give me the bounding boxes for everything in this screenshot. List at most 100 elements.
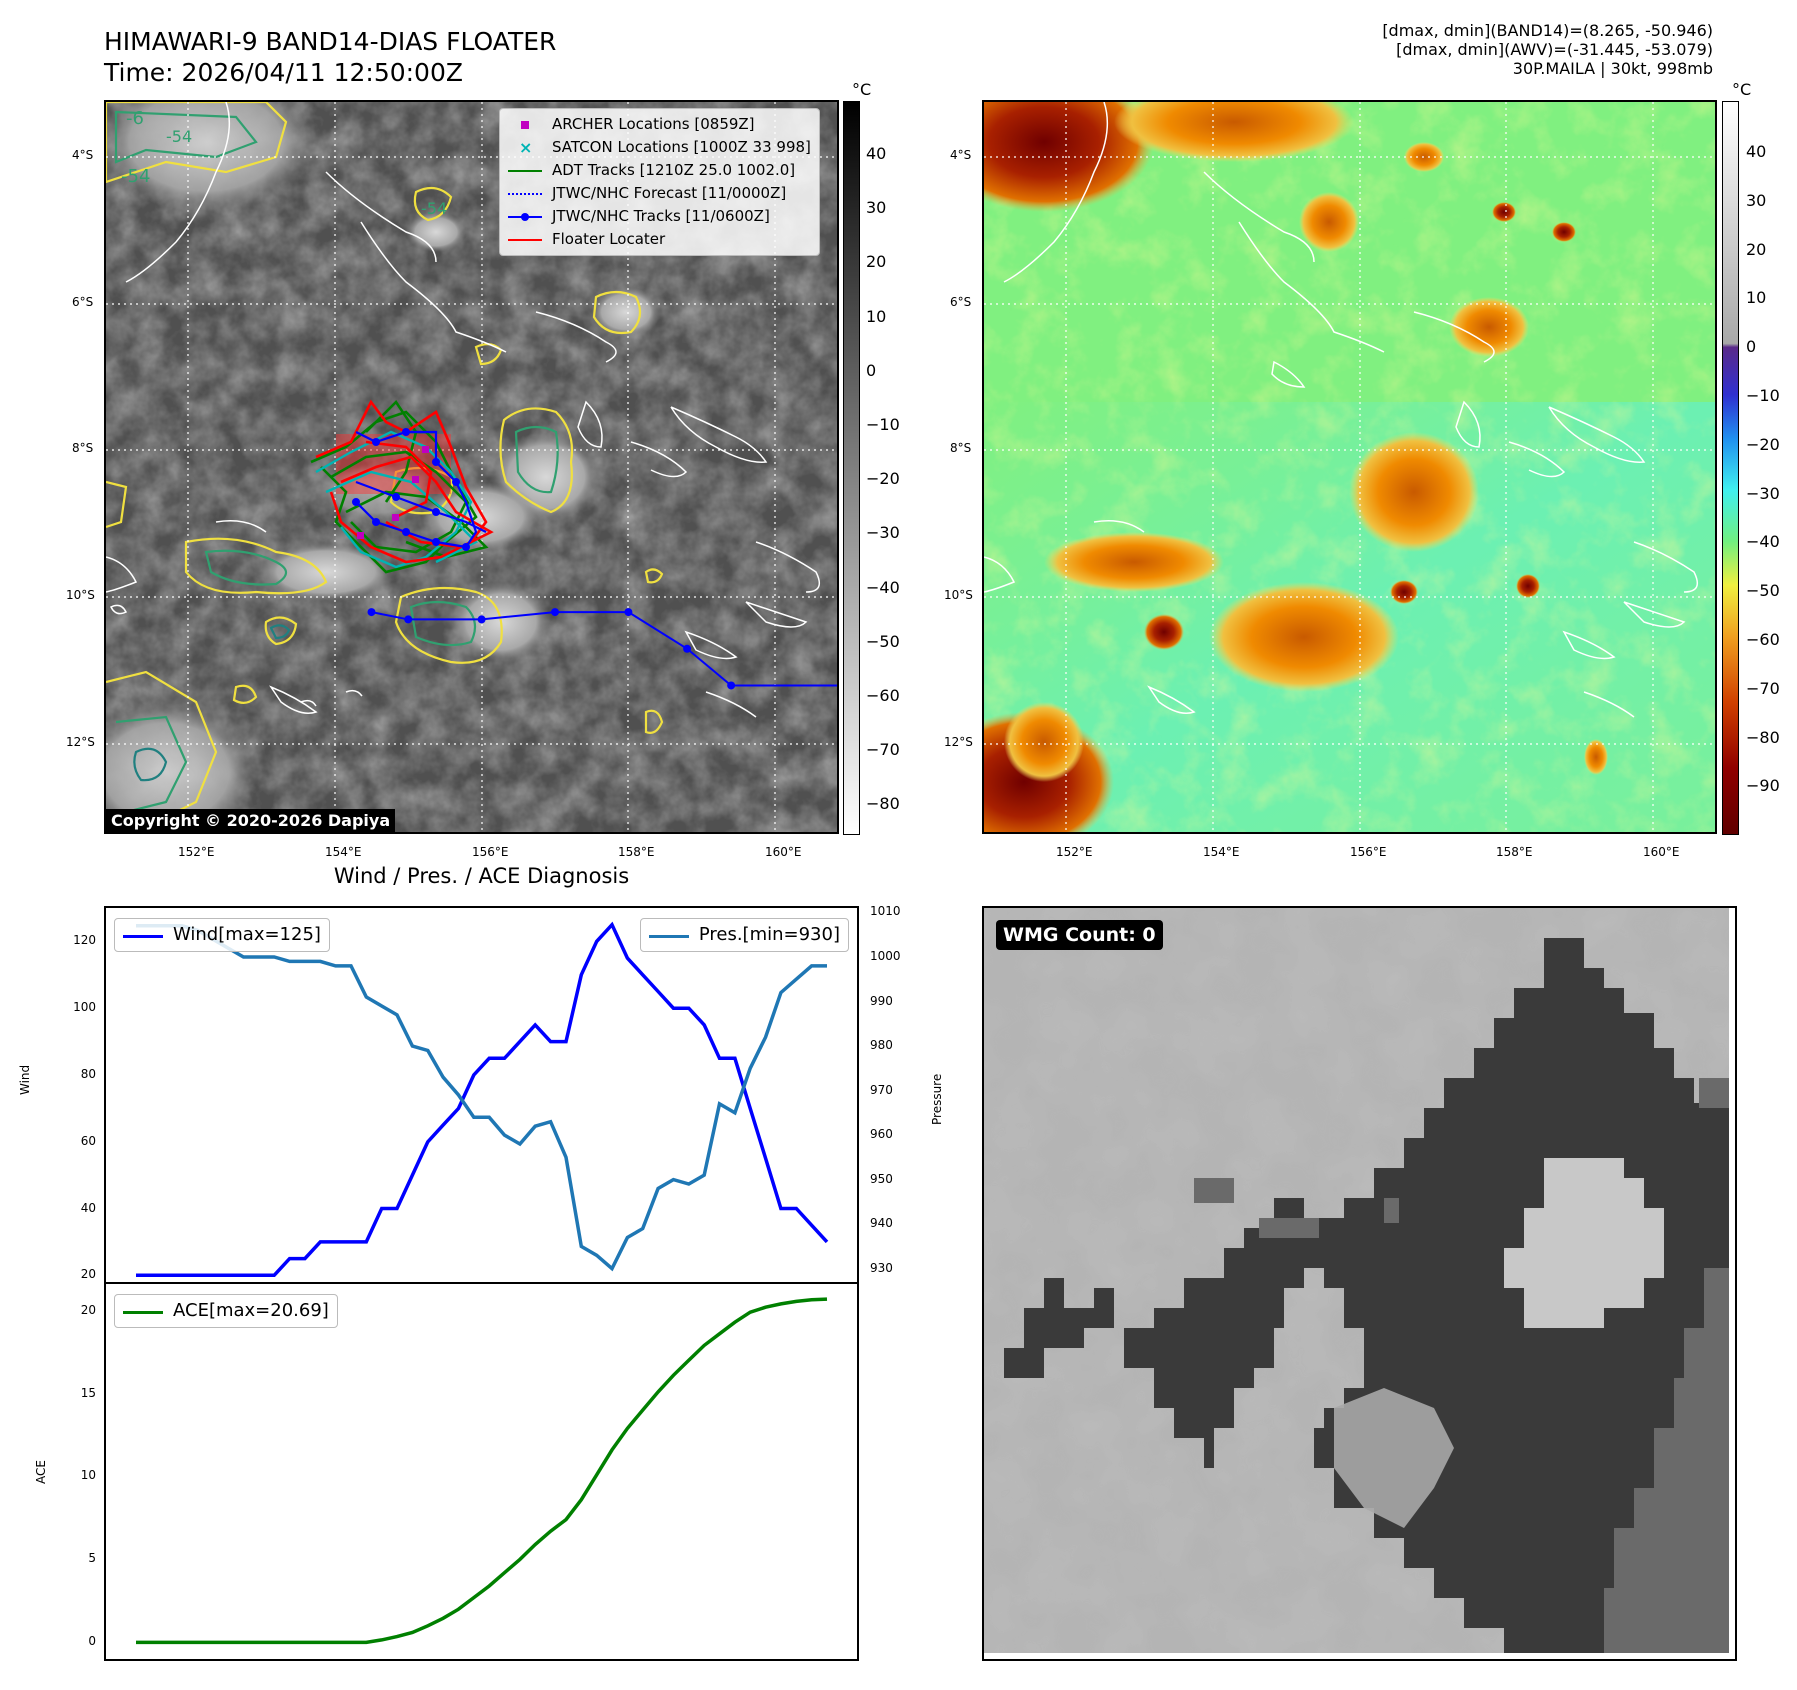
lat-tick: 4°S — [72, 148, 94, 162]
cloud-area — [591, 287, 661, 337]
y-tick: 950 — [870, 1171, 893, 1186]
lon-tick: 154°E — [1203, 845, 1240, 859]
y-tick: 5 — [88, 1551, 96, 1566]
diagnosis-title: Wind / Pres. / ACE Diagnosis — [333, 864, 630, 888]
pressure-legend: Pres.[min=930] — [639, 918, 849, 952]
wind-legend-label: Wind[max=125] — [173, 924, 321, 945]
colorbar-tick: 30 — [866, 198, 887, 218]
ace-legend-label: ACE[max=20.69] — [173, 1300, 329, 1321]
lat-tick: 8°S — [72, 441, 94, 455]
cold-cloud-area — [1044, 532, 1224, 592]
ace-plot — [136, 1297, 828, 1645]
y-tick: 970 — [870, 1082, 893, 1097]
lat-tick: 10°S — [944, 588, 973, 602]
cold-cloud-area — [1584, 739, 1608, 775]
colorbar-tick: −20 — [866, 469, 900, 489]
awv-map-canvas — [984, 102, 1715, 832]
wmg-image — [984, 908, 1735, 1659]
wmg-right-strip — [1604, 1268, 1729, 1653]
lon-tick: 158°E — [618, 845, 655, 859]
colorbar-tick: 10 — [1746, 288, 1767, 308]
y-tick: 40 — [80, 1200, 96, 1215]
lon-tick: 154°E — [325, 845, 362, 859]
y-tick: 20 — [80, 1267, 96, 1282]
forecast-point — [683, 644, 692, 653]
colorbar-tick: −10 — [866, 415, 900, 434]
title-line-1: HIMAWARI-9 BAND14-DIAS FLOATER — [104, 27, 557, 56]
colorbar-tick: 20 — [866, 252, 887, 272]
wind-axis-label: Wind — [18, 1064, 32, 1095]
cold-cloud-area — [1004, 702, 1084, 782]
legend-floater: Floater Locater — [508, 228, 811, 251]
colorbar-tick: −30 — [866, 523, 900, 543]
y-tick: 15 — [80, 1385, 96, 1400]
contour-label: -54 — [121, 166, 150, 187]
cloud-area — [316, 462, 436, 522]
contour-label: -54 — [166, 127, 192, 146]
cloud-area — [406, 212, 466, 252]
colorbar-tick: 0 — [1746, 337, 1757, 357]
jtwc-track-points — [352, 428, 470, 551]
lat-tick: 12°S — [944, 735, 973, 749]
header-stats: [dmax, dmin](BAND14)=(8.265, -50.946) [d… — [1382, 21, 1713, 78]
lat-tick: 4°S — [950, 148, 972, 162]
colorbar-tick: 30 — [1746, 190, 1767, 210]
wmg-count-badge: WMG Count: 0 — [996, 920, 1163, 950]
awv-range: [dmax, dmin](AWV)=(-31.445, -53.079) — [1396, 40, 1713, 59]
left-colorbar-unit: °C — [852, 80, 872, 99]
storm-info: 30P.MAILA | 30kt, 998mb — [1512, 59, 1713, 78]
wmg-light-band — [1334, 1388, 1454, 1528]
cold-cloud-area — [1552, 222, 1576, 242]
lon-tick: 152°E — [178, 845, 215, 859]
right-colorbar-unit: °C — [1732, 80, 1752, 99]
awv-map-panel — [982, 100, 1717, 834]
colorbar-tick: 0 — [866, 360, 877, 380]
ir-map-panel: -6 -54 -54 -54 ARCHER Locations [0859Z] … — [104, 100, 839, 834]
forecast-point — [624, 608, 633, 617]
map-legend: ARCHER Locations [0859Z] × SATCON Locati… — [499, 108, 820, 256]
colorbar-tick: 40 — [866, 144, 887, 163]
lon-tick: 160°E — [765, 845, 802, 859]
colorbar-tick: −30 — [1746, 483, 1780, 503]
legend-jtwc-tracks: JTWC/NHC Tracks [11/0600Z] — [508, 205, 811, 228]
contour-label: -54 — [421, 199, 447, 218]
wmg-patch — [1259, 1218, 1319, 1238]
lat-tick: 6°S — [950, 295, 972, 309]
y-tick: 1000 — [870, 948, 901, 963]
y-tick: 960 — [870, 1127, 893, 1142]
cold-cloud-area — [1492, 202, 1516, 222]
y-tick: 930 — [870, 1260, 893, 1275]
pressure-axis-label: Pressure — [930, 1073, 944, 1125]
colorbar-tick: −80 — [866, 794, 900, 814]
colorbar-tick: −10 — [1746, 386, 1780, 405]
colorbar-tick: −40 — [1746, 532, 1780, 552]
y-tick: 1010 — [870, 904, 901, 919]
y-tick: 100 — [73, 1000, 96, 1015]
lon-tick: 156°E — [1350, 845, 1387, 859]
y-tick: 990 — [870, 993, 893, 1008]
cold-cloud-area — [1349, 432, 1479, 552]
colorbar-tick: −40 — [866, 577, 900, 597]
wmg-dark-region — [1004, 908, 1729, 1653]
cold-cloud-area — [1449, 297, 1529, 357]
band14-range: [dmax, dmin](BAND14)=(8.265, -50.946) — [1382, 21, 1713, 40]
colorbar-tick: −60 — [866, 686, 900, 705]
ace-legend: ACE[max=20.69] — [114, 1294, 338, 1328]
wind-series-line — [136, 921, 829, 1278]
y-tick: 980 — [870, 1038, 893, 1053]
lat-tick: 10°S — [66, 588, 95, 602]
forecast-point — [551, 608, 559, 617]
forecast-point — [727, 681, 736, 690]
ace-series-line — [136, 1297, 828, 1645]
legend-jtwc-forecast: JTWC/NHC Forecast [11/0000Z] — [508, 182, 811, 205]
colorbar-tick: −90 — [1746, 776, 1780, 796]
colorbar-tick: 20 — [1746, 239, 1767, 259]
wmg-light-block — [1504, 1158, 1664, 1328]
y-tick: 80 — [80, 1066, 96, 1081]
figure-title: HIMAWARI-9 BAND14-DIAS FLOATER Time: 202… — [104, 26, 556, 88]
cold-cloud-area — [1390, 580, 1418, 604]
colorbar-tick: −70 — [1746, 678, 1780, 698]
ace-axis-label: ACE — [34, 1460, 48, 1484]
y-tick: 940 — [870, 1216, 893, 1231]
legend-satcon: × SATCON Locations [1000Z 33 998] — [519, 137, 811, 157]
